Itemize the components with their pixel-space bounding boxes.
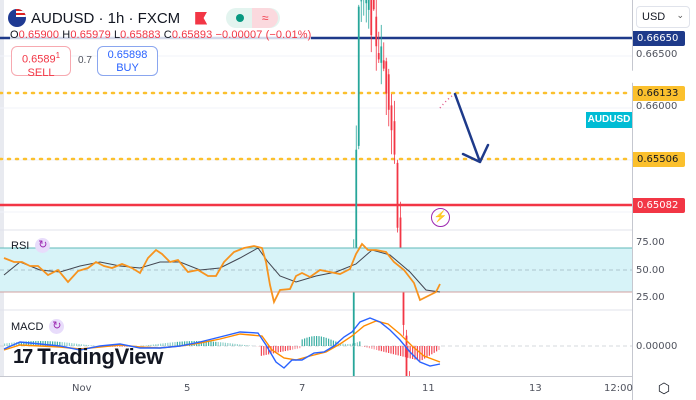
ohlc-values: O0.65900 H0.65979 L0.65883 C0.65893 −0.0… <box>10 29 312 41</box>
loading-spinner-icon: ↻ <box>35 238 51 253</box>
rsi-level-50: 50.00 <box>636 265 665 276</box>
macd-line <box>3 317 441 369</box>
tradingview-logo[interactable]: 17 TradingView <box>13 344 164 369</box>
rsi-level-75: 75.00 <box>636 237 665 248</box>
left-toolbar-edge <box>0 0 4 400</box>
price-tag: 0.65506 <box>633 152 685 167</box>
rsi-line <box>3 242 441 305</box>
rsi-legend[interactable]: RSI ↻ <box>11 238 51 253</box>
time-label: 12:00 <box>604 383 633 394</box>
data-delay-icon: ≈ <box>252 8 279 28</box>
buy-button[interactable]: 0.65898 BUY <box>97 46 158 76</box>
high-value: 0.65979 <box>70 29 111 41</box>
settings-gear-icon[interactable]: ⬡ <box>657 380 671 396</box>
low-value: 0.65883 <box>120 29 161 41</box>
currency-select[interactable]: USD ⌄ <box>636 6 690 28</box>
macd-legend[interactable]: MACD ↻ <box>11 319 65 334</box>
time-label: 5 <box>184 383 191 394</box>
price-tag: 0.65082 <box>633 198 685 213</box>
market-open-dot-icon <box>236 14 245 22</box>
chart-canvas[interactable] <box>0 0 632 376</box>
market-status-pill[interactable]: ≈ <box>226 8 281 28</box>
flag-icon[interactable] <box>195 11 208 25</box>
sell-button[interactable]: 0.65891 SELL <box>11 46 71 79</box>
buy-price: 0.6589 <box>107 49 142 61</box>
projection-dots <box>439 93 456 109</box>
open-value: 0.65900 <box>18 29 60 41</box>
macd-label: MACD <box>11 320 44 333</box>
symbol-price-tag: AUDUSD <box>586 112 632 128</box>
sell-price: 0.6589 <box>21 53 56 66</box>
price-label: 0.66500 <box>636 49 678 60</box>
spread-value: 0.7 <box>78 55 92 66</box>
chevron-down-icon: ⌄ <box>676 10 684 20</box>
price-tag: 0.66650 <box>633 31 685 46</box>
macd-zero-level: 0.00000 <box>636 341 678 352</box>
price-tag: 0.66133 <box>633 86 685 101</box>
down-arrow-drawing <box>453 92 490 164</box>
time-axis[interactable]: Nov 5 7 11 13 12:00 <box>0 376 633 400</box>
time-label: 11 <box>422 383 435 394</box>
symbol-title: AUDUSD · 1h · FXCM <box>31 9 181 27</box>
rsi-label: RSI <box>11 239 30 252</box>
buy-label: BUY <box>116 62 139 74</box>
australia-flag-icon <box>8 9 26 27</box>
loading-spinner-icon: ↻ <box>49 319 65 334</box>
time-label: 7 <box>299 383 306 394</box>
price-label: 0.66000 <box>636 101 678 112</box>
tradingview-mark-icon: 17 <box>13 345 33 368</box>
change-value: −0.00007 (−0.01%) <box>215 29 312 41</box>
time-label: 13 <box>529 383 542 394</box>
time-label: Nov <box>72 383 92 394</box>
symbol-legend[interactable]: AUDUSD · 1h · FXCM ≈ <box>8 8 281 28</box>
sell-label: SELL <box>27 66 55 79</box>
close-value: 0.65893 <box>171 29 213 41</box>
lightning-event-icon[interactable]: ⚡ <box>431 208 450 227</box>
rsi-level-25: 25.00 <box>636 292 665 303</box>
